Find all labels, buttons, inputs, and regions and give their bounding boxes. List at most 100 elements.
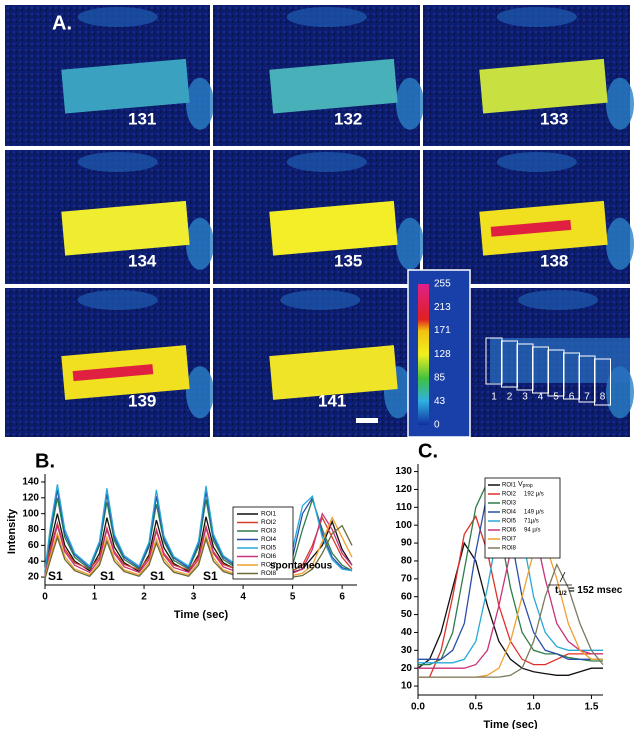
y-tick-label: 130 [395,466,412,477]
x-tick-label: 1 [92,592,98,603]
scale-bar [356,418,378,423]
y-tick-label: 100 [395,520,412,531]
series-line [44,497,353,574]
legend-note: 192 µ/s [524,492,544,498]
y-tick-label: 60 [28,540,40,551]
frame-number: 135 [334,251,362,270]
series-line [418,480,603,666]
roi-label: 7 [584,392,590,403]
x-tick-label: 1.5 [584,702,598,713]
roi-label: 5 [553,392,559,403]
series-line [44,524,353,579]
annotation-main: t [555,585,559,596]
roi-label: 8 [600,392,606,403]
calcium-spot [72,364,154,382]
x-tick-label: 4 [240,592,246,603]
legend-box [484,477,561,559]
annotation-rest: = 152 msec [569,585,623,596]
x-tick-label: 0 [42,592,48,603]
cell-blob [280,290,361,310]
frame-number: 139 [128,391,156,410]
legend-label: ROI2 [261,519,277,526]
y-tick-label: 50 [401,609,413,620]
x-tick-label: 0.0 [411,702,425,713]
cell-blob [496,152,577,172]
y-tick-label: 110 [396,502,413,513]
x-tick-label: 0.5 [469,702,483,713]
x-tick-label: 2 [141,592,147,603]
legend-title-main: V [518,481,523,488]
legend-label: ROI1 [502,483,517,489]
panel-label: B. [35,450,55,472]
y-tick-label: 40 [401,627,413,638]
x-tick-label: 6 [339,592,345,603]
frame-number: 134 [128,251,157,270]
annotation: S1 [203,569,218,583]
legend-note: 149 µ/s [524,510,544,516]
cell [479,58,608,114]
y-tick-label: 40 [28,556,40,567]
y-tick-label: 120 [22,492,39,503]
frame-number: 132 [334,109,362,128]
annotation: S1 [48,569,63,583]
colorbar-tick: 255 [434,279,451,290]
frame-number: 138 [540,251,568,270]
cell-blob [606,217,634,270]
y-tick-label: 20 [401,663,413,674]
legend-label: ROI8 [261,570,277,577]
panel-label: C. [418,440,438,462]
colorbar-tick: 128 [434,349,451,360]
y-axis-label: Intensity [6,508,18,554]
cell-blob [77,290,158,310]
annotation-sub: 1/2 [558,591,567,597]
x-tick-label: 3 [191,592,197,603]
cell-blob [496,7,577,27]
series-line [44,515,353,574]
cell [269,200,398,256]
cell-blob [186,366,214,419]
cell-blob [518,290,598,310]
legend-label: ROI2 [502,492,517,498]
roi-label: 2 [507,392,513,403]
y-tick-label: 70 [401,573,413,584]
legend-label: ROI1 [261,511,277,518]
cell-blob [286,7,367,27]
colorbar-tick: 43 [434,396,446,407]
x-tick-label: 5 [290,592,296,603]
roi-label: 4 [538,392,544,403]
colorbar-tick: 0 [434,420,440,431]
colorbar-tick: 171 [434,325,451,336]
annotation: S1 [100,569,115,583]
legend-label: ROI6 [261,553,277,560]
cell-blob [77,7,158,27]
legend-label: ROI3 [261,528,277,535]
cell [61,200,190,256]
series-line [418,562,604,678]
cell-blob [396,77,424,130]
colorbar-tick: 85 [434,373,446,384]
cell-blob [77,152,158,172]
y-tick-label: 20 [28,572,40,583]
calcium-spot [490,219,572,237]
roi-label: 1 [491,392,497,403]
frame-number: 133 [540,109,568,128]
annotation: S1 [150,569,165,583]
legend-note: 94 µ/s [524,528,540,534]
y-tick-label: 120 [395,484,412,495]
series-line [44,516,353,578]
y-tick-label: 60 [401,591,413,602]
y-tick-label: 80 [28,524,40,535]
cell-blob [186,77,214,130]
colorbar-tick: 213 [434,302,451,313]
legend-label: ROI3 [502,501,517,507]
legend-label: ROI4 [261,536,277,543]
series-line [44,484,353,572]
roi-label: 6 [569,392,575,403]
legend-label: ROI8 [502,546,517,552]
series-line [44,489,353,573]
legend-label: ROI7 [261,562,277,569]
series-line [44,512,353,576]
cell-blob [286,152,367,172]
y-tick-label: 140 [22,477,39,488]
